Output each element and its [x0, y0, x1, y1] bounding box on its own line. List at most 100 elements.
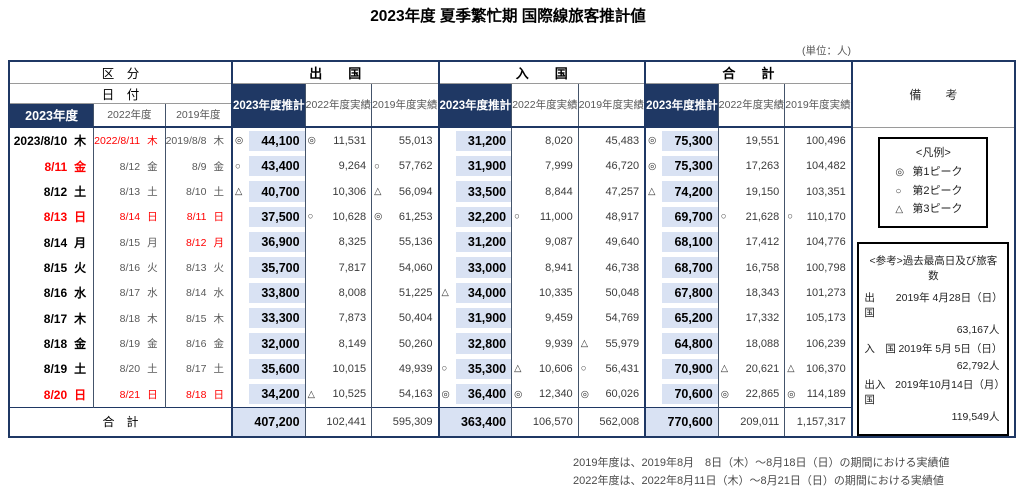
reference-title: <参考>過去最高日及び旅客数 — [869, 254, 998, 282]
peak-mark-empty — [234, 333, 249, 354]
passenger-value: 100,496 — [805, 134, 846, 147]
peak-mark-empty — [234, 207, 249, 228]
total-passenger-value: 770,600 — [647, 410, 718, 433]
date-text: 8/16 — [43, 286, 68, 301]
peak-mark-empty — [513, 131, 529, 152]
header-date-2022: 2022年度 — [93, 103, 166, 128]
reference-value: 62,792人 — [956, 359, 1000, 372]
value-cell-total-2023-estimate: 67,800 — [644, 280, 719, 306]
weekday-text: 木 — [213, 135, 224, 148]
date-cell-2022: 8/13 土 — [93, 178, 166, 205]
peak-mark-empty — [441, 181, 456, 202]
value-cell-total-2023-estimate: 64,800 — [644, 330, 719, 357]
peak-mark-icon: △ — [648, 186, 656, 198]
value-cell-arrival-2022-actual: 8,844 — [511, 178, 579, 205]
date-text: 8/15 — [43, 261, 68, 276]
value-cell-departure-2022-actual: 10,015 — [304, 356, 372, 382]
total-value-cell-total-2023-estimate: 770,600 — [644, 406, 719, 437]
value-cell-departure-2019-actual: △ 56,094 — [371, 178, 439, 205]
value-cell-total-2019-actual: 106,239 — [784, 330, 852, 357]
peak-mark-icon: ○ — [787, 211, 793, 223]
passenger-value: 8,941 — [545, 261, 573, 274]
passenger-value: 54,163 — [398, 388, 433, 401]
peak-mark-empty — [373, 359, 389, 380]
value-cell-arrival-2019-actual: ○ 56,431 — [577, 356, 646, 382]
value-cell-arrival-2023-estimate: ◎ 36,400 — [437, 381, 512, 408]
value-cell-arrival-2019-actual: 45,483 — [577, 127, 646, 154]
passenger-value: 10,628 — [332, 210, 367, 223]
value-cell-departure-2022-actual: 8,149 — [304, 330, 372, 357]
footnote-2019: 2019年度は、2019年8月 8日（木）～8月18日（日）の期間における実績値 — [573, 456, 950, 469]
total-passenger-value: 407,200 — [233, 410, 305, 433]
date-text: 2019/8/8 — [165, 135, 207, 148]
passenger-value: 10,015 — [332, 362, 367, 375]
header-date-2023: 2023年度 — [9, 103, 94, 128]
passenger-value: 8,844 — [545, 185, 573, 198]
peak-mark-icon: ○ — [374, 160, 380, 172]
passenger-value: 103,351 — [805, 185, 846, 198]
header-total-2023-estimate: 2023年度推計 — [644, 83, 719, 128]
value-cell-departure-2019-actual: 49,939 — [371, 356, 439, 382]
peak-mark-empty — [373, 333, 389, 354]
total-value-cell-arrival-2022-actual: 106,570 — [511, 406, 579, 437]
peak-mark-empty — [234, 359, 249, 380]
peak-mark-icon: ◎ — [720, 388, 729, 400]
value-cell-departure-2019-actual: 54,060 — [371, 254, 439, 281]
passenger-value: 104,776 — [805, 236, 846, 249]
date-text: 8/13 — [186, 262, 207, 275]
passenger-value: 100,798 — [805, 261, 846, 274]
weekday-text: 木 — [74, 311, 87, 326]
value-cell-departure-2022-actual: 8,325 — [304, 229, 372, 255]
weekday-text: 金 — [74, 337, 87, 352]
peak-mark-empty — [579, 207, 595, 228]
table-row: 8/19 土 8/20 土 8/17 土 35,600 10,015 49,939 ○ 35,300… — [9, 356, 852, 382]
value-cell-departure-2023-estimate: △ 40,700 — [230, 178, 306, 205]
weekday-text: 日 — [74, 210, 87, 225]
passenger-value: 10,525 — [332, 388, 367, 401]
passenger-value: 50,048 — [605, 286, 640, 299]
peak-mark-empty — [786, 181, 802, 202]
reference-date: 2019年 5月 5日（日） — [898, 342, 1003, 355]
passenger-value: 57,762 — [398, 160, 433, 173]
table-row: 8/15 火 8/16 火 8/13 火 35,700 7,817 54,060 33,000 8,… — [9, 254, 852, 281]
passenger-value: 8,008 — [338, 286, 367, 299]
passenger-value: 35,700 — [248, 257, 305, 278]
table-row: 8/13 日 8/14 日 8/11 日 37,500 ○ 10,628 ◎ 61,253 32,20… — [9, 204, 852, 230]
peak-mark-empty — [647, 359, 662, 380]
date-cell-2019: 8/10 土 — [164, 178, 232, 205]
reference-line: 入 国 2019年 5月 5日（日） — [864, 341, 1002, 356]
reference-label: 入 国 — [864, 342, 896, 355]
value-cell-total-2022-actual: 18,343 — [717, 280, 785, 306]
date-text: 8/14 — [43, 235, 68, 250]
weekday-text: 木 — [213, 312, 224, 325]
value-cell-arrival-2023-estimate: 33,500 — [437, 178, 512, 205]
peak-mark-empty — [234, 308, 249, 329]
peak-mark-empty — [786, 308, 802, 329]
value-cell-total-2019-actual: 100,496 — [784, 127, 852, 154]
date-cell-2019: 8/15 木 — [164, 305, 232, 331]
header-arrival-2019-actual: 2019年度実績 — [577, 83, 646, 128]
total-passenger-value: 363,400 — [440, 410, 512, 433]
passenger-value: 69,700 — [662, 206, 718, 228]
table-row: 8/18 金 8/19 金 8/16 金 32,000 8,149 50,260 32,800 9,… — [9, 330, 852, 357]
weekday-text: 日 — [147, 211, 158, 224]
reference-value: 119,549人 — [951, 410, 1000, 423]
value-cell-total-2023-estimate: 65,200 — [644, 305, 719, 331]
passenger-value: 7,873 — [338, 312, 367, 325]
value-cell-departure-2023-estimate: 35,700 — [230, 254, 306, 281]
value-cell-departure-2022-actual: 7,873 — [304, 305, 372, 331]
passenger-value: 50,260 — [398, 337, 433, 350]
table-row: 8/11 金 8/12 金 8/9 金 ○ 43,400 9,264 ○ 57,762 31,900 7… — [9, 153, 852, 179]
peak-mark-empty — [234, 257, 249, 278]
value-cell-total-2022-actual: 17,332 — [717, 305, 785, 331]
date-text: 8/17 — [119, 287, 141, 300]
passenger-value: 36,400 — [455, 383, 512, 405]
date-cell-2022: 8/18 木 — [93, 305, 166, 331]
unit-label: (単位：人) — [802, 45, 851, 57]
peak-mark-empty — [647, 283, 662, 304]
value-cell-total-2019-actual: △ 106,370 — [784, 356, 852, 382]
value-cell-total-2023-estimate: 69,700 — [644, 204, 719, 230]
peak-mark-empty — [719, 333, 735, 354]
peak-mark-empty — [373, 308, 389, 329]
passenger-value: 17,332 — [745, 312, 780, 325]
